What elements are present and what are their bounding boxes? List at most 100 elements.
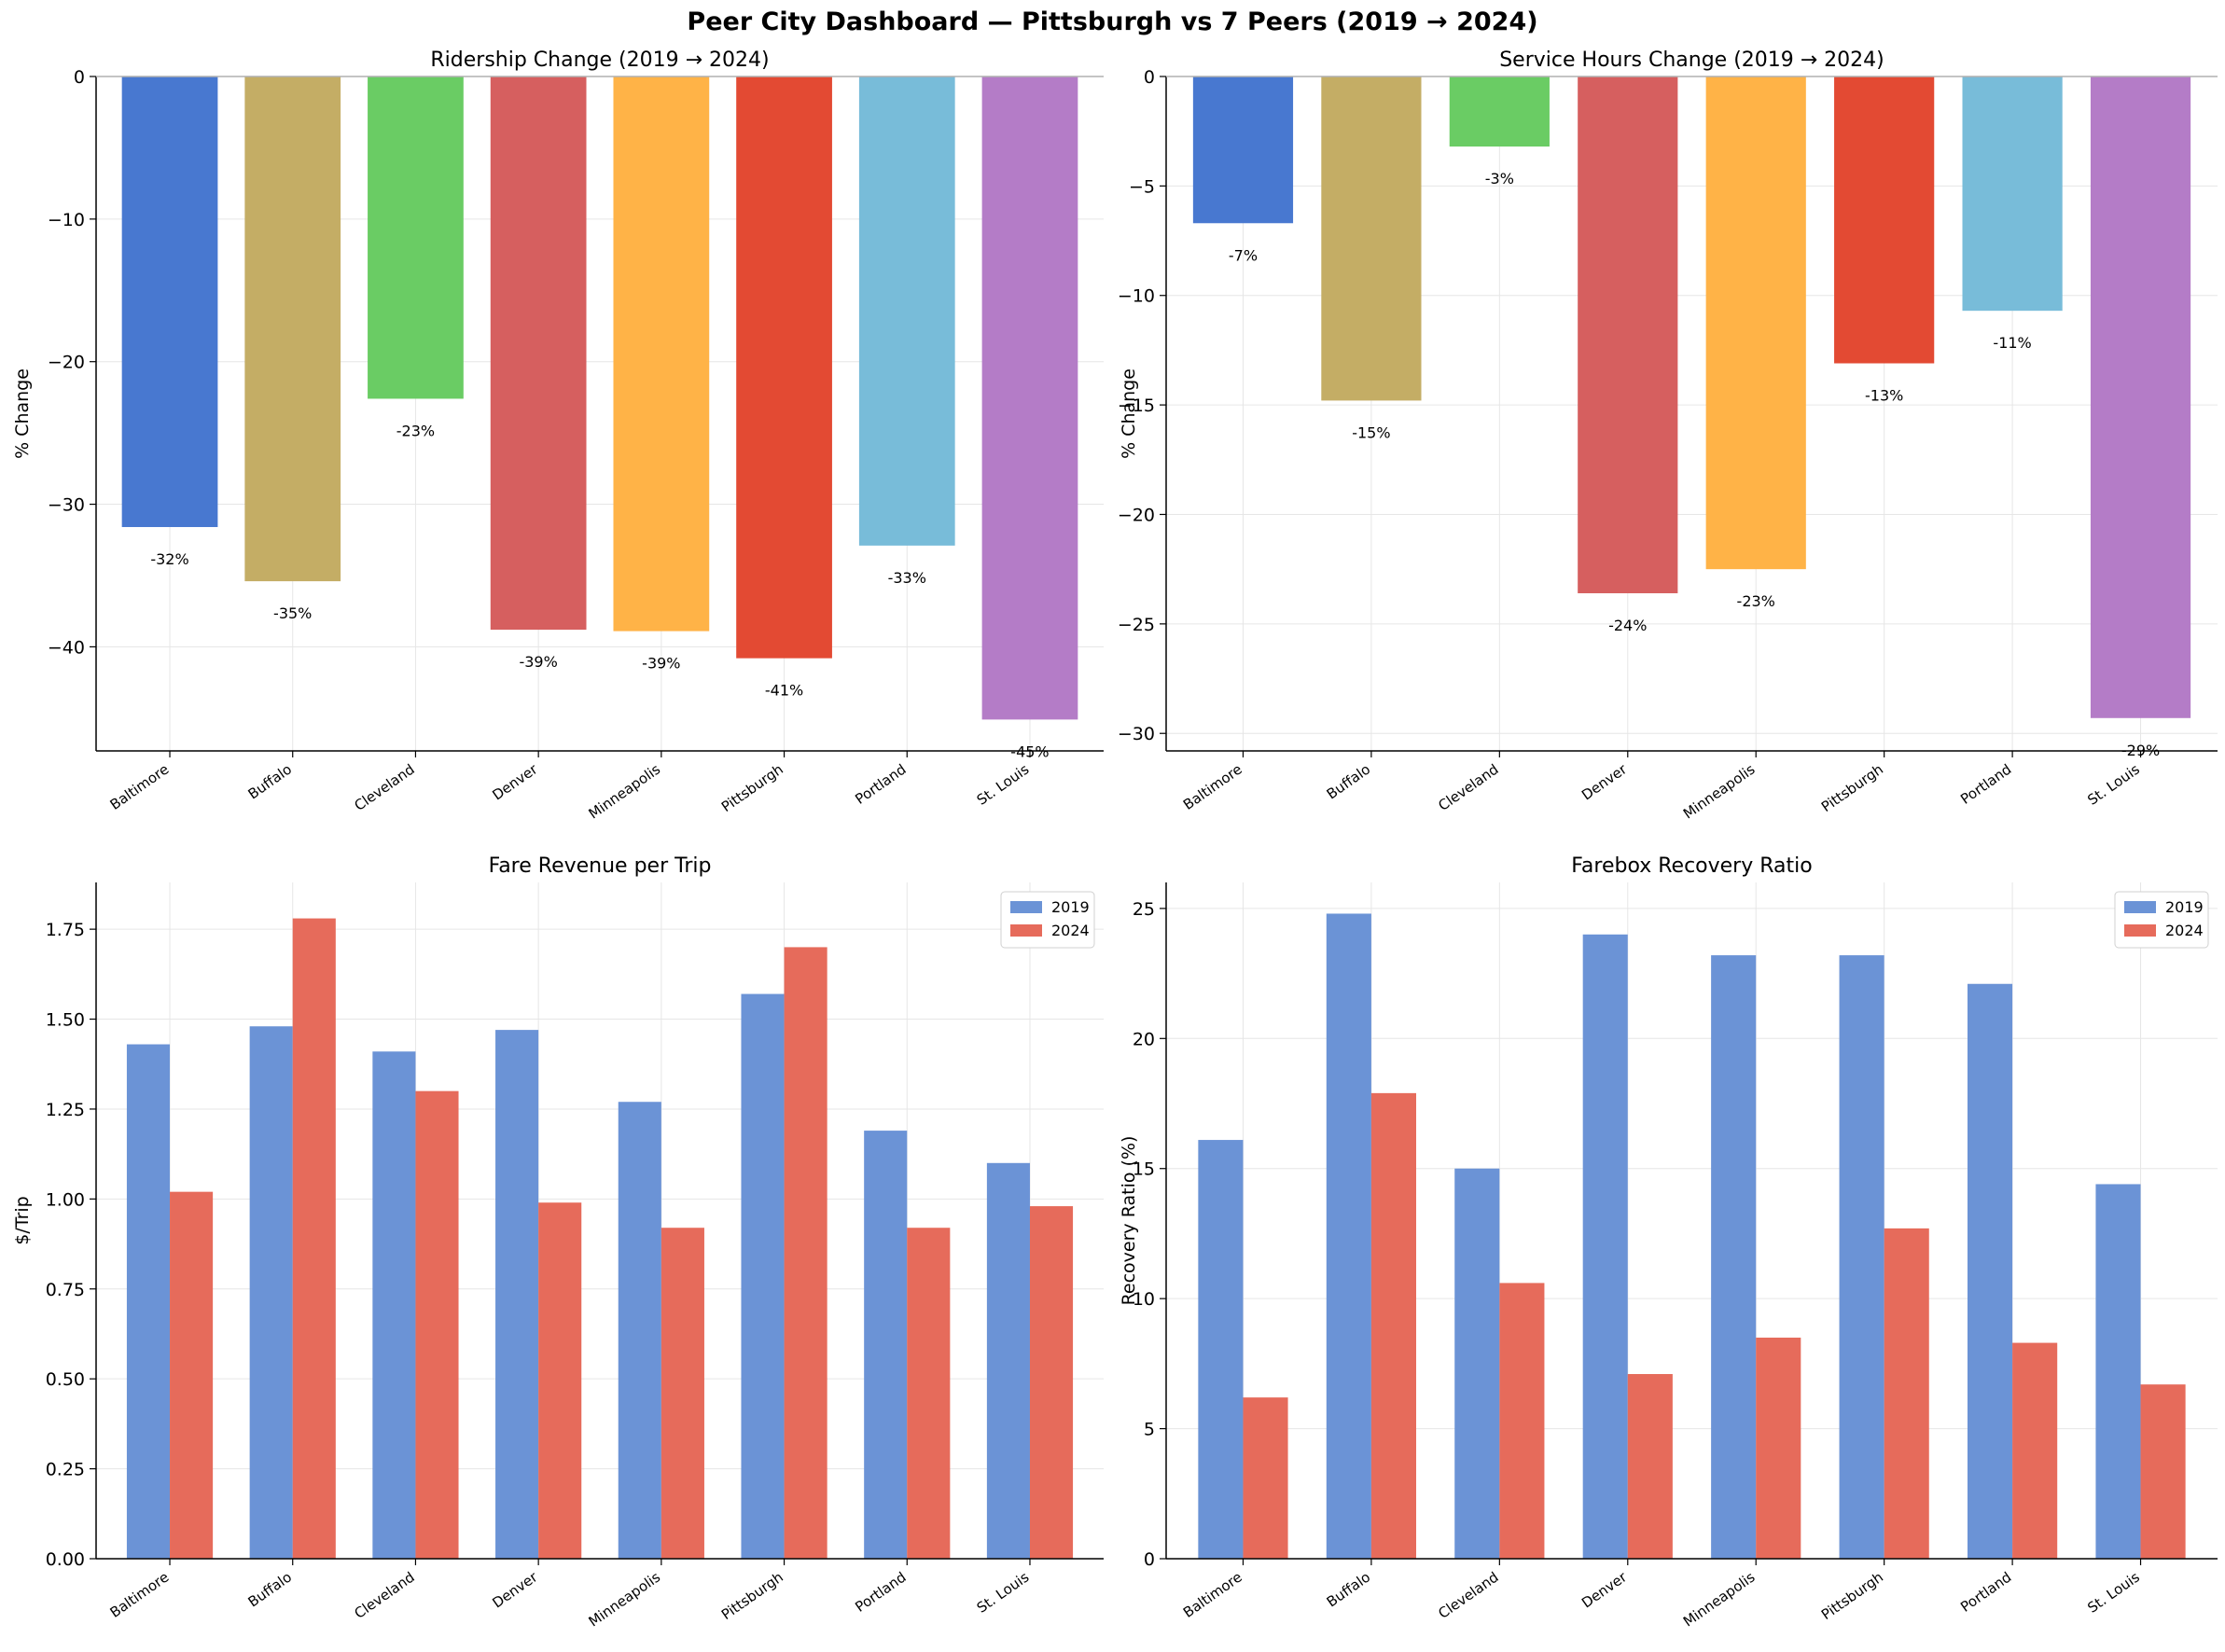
page-title: Peer City Dashboard — Pittsburgh vs 7 Pe… <box>687 7 1538 36</box>
bar-cleveland <box>368 76 464 399</box>
bar-2024-baltimore <box>1243 1397 1288 1559</box>
x-tick-label-st-louis: St. Louis <box>974 760 1033 808</box>
y-tick-label: 5 <box>1144 1420 1155 1440</box>
legend-swatch-2019 <box>1010 901 1042 913</box>
bar-cleveland <box>1449 76 1550 147</box>
bar-2019-st-louis <box>986 1162 1030 1559</box>
bar-baltimore <box>121 76 218 528</box>
bar-portland <box>1962 76 2063 312</box>
bar-2024-pittsburgh <box>784 947 827 1559</box>
bar-2019-pittsburgh <box>1839 955 1884 1559</box>
chart-title: Farebox Recovery Ratio <box>1571 854 1812 878</box>
bar-2024-minneapolis <box>1756 1337 1801 1559</box>
data-label-minneapolis: -23% <box>1737 592 1775 610</box>
bar-2019-minneapolis <box>1711 955 1757 1559</box>
chart-title: Service Hours Change (2019 → 2024) <box>1499 49 1884 72</box>
x-tick-label-baltimore: Baltimore <box>107 1569 173 1621</box>
bar-2019-denver <box>1582 934 1628 1559</box>
x-tick-label-minneapolis: Minneapolis <box>1680 760 1759 822</box>
bars <box>1198 913 2186 1559</box>
legend: 2019 2024 <box>2114 891 2209 949</box>
bar-2019-portland <box>864 1131 908 1559</box>
y-axis-label: % Change <box>1119 368 1139 459</box>
x-tick-label-cleveland: Cleveland <box>351 761 417 814</box>
bar-2024-minneapolis <box>661 1228 704 1559</box>
bar-2019-pittsburgh <box>741 993 785 1559</box>
data-label-cleveland: -23% <box>396 422 435 439</box>
data-label-buffalo: -15% <box>1352 423 1390 441</box>
x-tick-label-buffalo: Buffalo <box>1324 1569 1373 1611</box>
y-tick-label: 0 <box>1144 1549 1155 1570</box>
x-tick-label-denver: Denver <box>1578 760 1631 804</box>
bars <box>121 76 1078 720</box>
y-tick-label: −10 <box>1118 286 1155 307</box>
x-tick-label-baltimore: Baltimore <box>1180 1569 1245 1621</box>
bar-denver <box>1578 76 1678 593</box>
bar-2019-cleveland <box>372 1051 416 1559</box>
y-tick-label: 20 <box>1133 1029 1155 1049</box>
bar-2024-buffalo <box>292 918 336 1559</box>
legend-label-2024: 2024 <box>1051 922 1090 939</box>
y-tick-label: 0.25 <box>46 1460 85 1480</box>
x-tick-label-cleveland: Cleveland <box>351 1569 417 1622</box>
y-tick-label: 1.75 <box>46 920 85 940</box>
y-tick-label: 1.50 <box>46 1010 85 1031</box>
legend-swatch-2024 <box>2124 924 2156 937</box>
x-tick-label-minneapolis: Minneapolis <box>586 760 664 822</box>
bar-denver <box>490 76 587 631</box>
bar-2019-portland <box>1967 983 2013 1559</box>
x-tick-label-minneapolis: Minneapolis <box>1680 1568 1759 1630</box>
x-tick-label-pittsburgh: Pittsburgh <box>718 761 786 816</box>
bar-2024-st-louis <box>2140 1384 2186 1559</box>
bar-buffalo <box>1321 76 1422 401</box>
bar-2024-portland <box>2012 1342 2058 1559</box>
legend-swatch-2019 <box>2124 901 2156 913</box>
bar-2019-minneapolis <box>618 1102 661 1559</box>
y-axis-label: Recovery Ratio (%) <box>1119 1136 1139 1306</box>
y-tick-label: −20 <box>1118 505 1155 525</box>
chart-title: Fare Revenue per Trip <box>489 854 712 878</box>
y-tick-label: 15 <box>1133 1159 1155 1180</box>
y-tick-label: 25 <box>1133 899 1155 920</box>
y-tick-label: −30 <box>48 495 85 516</box>
y-tick-label: 1.25 <box>46 1100 85 1120</box>
bar-2024-buffalo <box>1370 1092 1417 1559</box>
bar-2024-cleveland <box>1499 1283 1545 1559</box>
bar-baltimore <box>1192 76 1294 224</box>
data-label-portland: -11% <box>1993 334 2031 352</box>
data-label-denver: -39% <box>519 653 557 671</box>
bar-2024-portland <box>907 1228 951 1559</box>
ridership-change-chart: -32%-35%-23%-39% -39%-41%-33%-45%0−10−20−… <box>12 49 1104 823</box>
x-tick-label-denver: Denver <box>489 760 541 804</box>
x-tick-label-pittsburgh: Pittsburgh <box>1818 1569 1886 1624</box>
y-tick-label: −10 <box>48 210 85 230</box>
data-label-minneapolis: -39% <box>642 655 680 673</box>
y-tick-label: 0 <box>74 67 85 88</box>
bars <box>126 918 1074 1559</box>
x-tick-label-minneapolis: Minneapolis <box>586 1568 664 1630</box>
y-tick-label: 0.50 <box>46 1369 85 1390</box>
bar-2019-baltimore <box>1198 1140 1244 1559</box>
bar-2024-st-louis <box>1029 1206 1074 1559</box>
x-tick-label-cleveland: Cleveland <box>1435 761 1501 814</box>
x-tick-label-st-louis: St. Louis <box>974 1568 1033 1616</box>
y-tick-label: 0.00 <box>46 1549 85 1570</box>
x-tick-label-baltimore: Baltimore <box>107 761 173 813</box>
x-tick-label-buffalo: Buffalo <box>245 1569 295 1611</box>
data-label-buffalo: -35% <box>273 604 312 622</box>
bar-2024-denver <box>1627 1374 1673 1559</box>
legend-label-2019: 2019 <box>2165 898 2204 916</box>
bar-st-louis <box>2090 76 2191 718</box>
x-tick-label-cleveland: Cleveland <box>1435 1569 1501 1622</box>
x-tick-label-portland: Portland <box>852 761 909 808</box>
y-axis-label: $/Trip <box>12 1196 33 1244</box>
bar-2024-baltimore <box>170 1191 214 1559</box>
x-tick-label-buffalo: Buffalo <box>1324 761 1373 803</box>
x-tick-label-st-louis: St. Louis <box>2084 760 2143 808</box>
bar-2019-denver <box>495 1030 539 1559</box>
bar-pittsburgh <box>736 76 832 659</box>
x-tick-label-baltimore: Baltimore <box>1180 761 1245 813</box>
y-tick-label: −30 <box>1118 724 1155 744</box>
data-label-denver: -24% <box>1608 617 1647 634</box>
legend: 2019 2024 <box>1000 891 1095 949</box>
